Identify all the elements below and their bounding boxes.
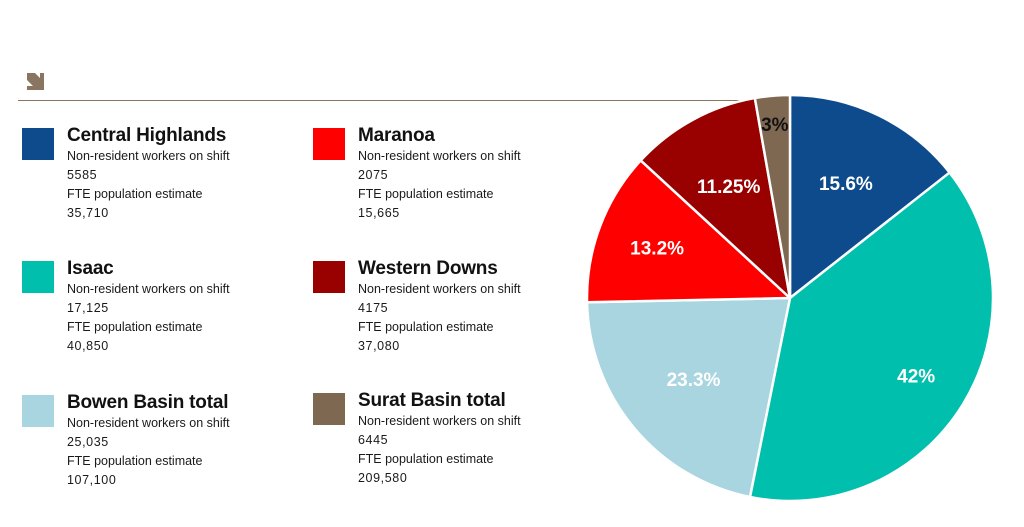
arrow-down-right-icon	[27, 73, 44, 90]
population-value: 40,850	[67, 339, 109, 353]
slice-label-5: 3%	[761, 115, 789, 136]
population-label: FTE population estimate	[358, 320, 494, 334]
population-label: FTE population estimate	[67, 454, 203, 468]
legend-swatch	[22, 395, 54, 427]
population-value: 209,580	[358, 471, 408, 485]
pie-slice-3	[585, 159, 792, 304]
workers-label: Non-resident workers on shift	[358, 149, 521, 163]
legend-swatch	[22, 261, 54, 293]
region-name: Maranoa	[358, 125, 435, 146]
pie-slice-4	[639, 96, 792, 300]
population-value: 15,665	[358, 206, 400, 220]
pie-chart: 15.6% 42% 23.3% 13.2% 11.25% 3%	[585, 93, 995, 503]
population-label: FTE population estimate	[67, 187, 203, 201]
population-value: 35,710	[67, 206, 109, 220]
slice-label-0: 15.6%	[819, 174, 873, 195]
population-value: 37,080	[358, 339, 400, 353]
pie-slice-2	[585, 296, 792, 499]
region-name: Central Highlands	[67, 125, 227, 146]
region-name: Surat Basin total	[358, 390, 506, 411]
slice-label-3: 13.2%	[630, 239, 684, 260]
workers-value: 6445	[358, 433, 389, 447]
slice-label-1: 42%	[897, 367, 935, 388]
slice-label-4: 11.25%	[697, 177, 760, 198]
population-label: FTE population estimate	[358, 187, 494, 201]
workers-label: Non-resident workers on shift	[358, 282, 521, 296]
pie-slice-5	[753, 93, 792, 300]
legend-swatch	[22, 128, 54, 160]
population-label: FTE population estimate	[67, 320, 203, 334]
legend-swatch	[313, 393, 345, 425]
legend-swatch	[313, 128, 345, 160]
workers-value: 4175	[358, 301, 389, 315]
workers-label: Non-resident workers on shift	[358, 414, 521, 428]
workers-value: 2075	[358, 168, 389, 182]
region-name: Isaac	[67, 258, 114, 279]
workers-value: 5585	[67, 168, 98, 182]
population-value: 107,100	[67, 473, 117, 487]
slice-label-2: 23.3%	[667, 370, 721, 391]
pie-slice-1	[748, 171, 995, 503]
workers-label: Non-resident workers on shift	[67, 282, 230, 296]
region-name: Western Downs	[358, 258, 498, 279]
pie-slice-0	[788, 93, 951, 300]
workers-value: 17,125	[67, 301, 109, 315]
workers-label: Non-resident workers on shift	[67, 149, 230, 163]
region-name: Bowen Basin total	[67, 392, 229, 413]
population-label: FTE population estimate	[358, 452, 494, 466]
legend-swatch	[313, 261, 345, 293]
workers-value: 25,035	[67, 435, 109, 449]
header-divider	[18, 100, 753, 101]
workers-label: Non-resident workers on shift	[67, 416, 230, 430]
